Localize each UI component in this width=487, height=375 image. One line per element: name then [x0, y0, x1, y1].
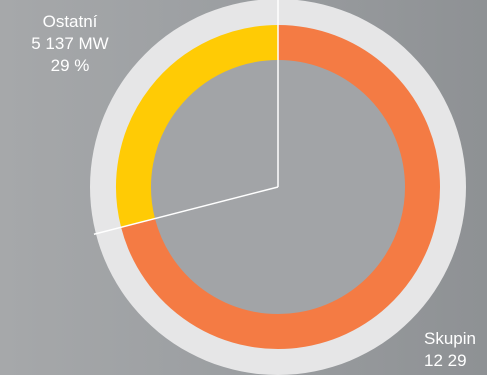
donut-slice-ostatn — [116, 25, 279, 228]
slice-label-skupina: Skupin 12 29 — [424, 328, 476, 372]
slice-divider-1 — [93, 186, 279, 235]
slice-value-ostatni: 5 137 MW — [31, 34, 109, 53]
slice-percent-ostatni: 29 % — [50, 56, 90, 75]
slice-name-ostatni: Ostatní — [42, 12, 98, 31]
slice-label-ostatni: Ostatní 5 137 MW 29 % — [10, 11, 130, 77]
slice-value-skupina: 12 29 — [424, 351, 467, 370]
donut-slice-skupin — [121, 25, 440, 349]
slice-name-skupina: Skupin — [424, 329, 476, 348]
